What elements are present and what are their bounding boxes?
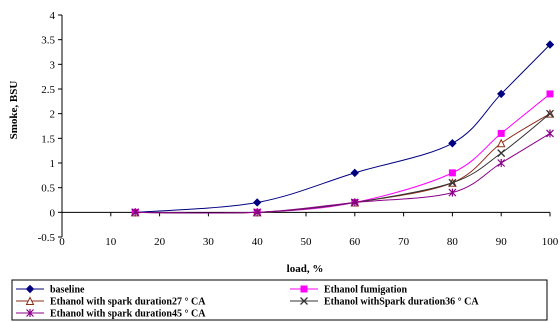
legend-marker [300, 297, 308, 305]
legend-marker [26, 309, 34, 317]
legend-marker [300, 285, 308, 293]
data-point [252, 198, 262, 207]
legend-item: Ethanol with spark duration45 ° CA [16, 309, 206, 320]
legend-marker [25, 296, 35, 305]
data-point [496, 89, 506, 99]
data-point [448, 178, 457, 187]
series-lines [130, 40, 555, 217]
y-tick-label: 3.5 [41, 35, 55, 47]
series-group [130, 109, 555, 217]
legend-label: Ethanol with spark duration27 ° CA [50, 297, 206, 308]
y-tick-label: 1.5 [41, 133, 55, 145]
series-line [135, 113, 551, 214]
legend: baseline Ethanol fumigation Ethanol with s… [11, 279, 548, 321]
series-group [131, 109, 554, 217]
data-point [448, 139, 457, 148]
data-point [131, 208, 140, 217]
data-point [350, 198, 359, 207]
legend-box [11, 279, 548, 321]
data-point [497, 149, 506, 158]
x-tick-label: 60 [349, 236, 361, 248]
legend-label: Ethanol with spark duration45 ° CA [50, 309, 206, 320]
data-point [448, 188, 457, 197]
legend-marker [25, 284, 35, 294]
x-tick-label: 30 [203, 236, 215, 248]
legend-item: baseline [16, 285, 85, 296]
data-point [350, 168, 360, 178]
x-tick-label: 10 [105, 236, 117, 248]
x-tick-label: 20 [154, 236, 166, 248]
y-tick-label: 2 [50, 109, 56, 121]
data-point [545, 40, 555, 49]
x-tick-label: 40 [252, 236, 264, 248]
legend-item: Ethanol withSpark duration36 ° CA [290, 297, 479, 308]
series-group [131, 129, 554, 217]
data-point [497, 159, 506, 167]
legend-label: Ethanol withSpark duration36 ° CA [324, 297, 479, 308]
series-line [135, 93, 551, 214]
data-point [546, 129, 554, 138]
x-tick-label: 90 [496, 236, 508, 248]
y-tick-label: 2.5 [41, 84, 55, 96]
series-group [130, 40, 555, 217]
legend-label: baseline [50, 285, 85, 296]
x-tick-label: 80 [447, 236, 459, 248]
y-tick-label: -0.5 [38, 232, 56, 244]
legend-label: Ethanol fumigation [324, 285, 408, 296]
data-point [497, 129, 505, 137]
x-tick-label: 70 [398, 236, 410, 248]
data-point [496, 138, 506, 148]
data-point [448, 169, 456, 177]
legend-item: Ethanol with spark duration27 ° CA [16, 296, 206, 308]
data-point [546, 90, 554, 98]
y-tick-label: 0 [50, 207, 56, 219]
y-tick-label: 4 [50, 10, 56, 22]
x-tick-label: 100 [542, 236, 559, 248]
x-tick-label: 0 [59, 236, 65, 248]
data-point [253, 208, 262, 217]
y-tick-label: 3 [50, 59, 56, 71]
y-axis-label: Smoke, BSU [8, 81, 20, 140]
x-tick-label: 50 [301, 236, 313, 248]
series-line [135, 44, 551, 213]
axes: -0.500.511.522.533.540 10 20 30 40 50 60 70 80 90… [38, 10, 559, 248]
y-tick-label: 1 [50, 158, 56, 170]
y-tick-label: 0.5 [41, 183, 55, 195]
data-point [546, 109, 554, 118]
legend-item: Ethanol fumigation [290, 285, 408, 296]
x-axis-label: load, % [287, 263, 324, 275]
